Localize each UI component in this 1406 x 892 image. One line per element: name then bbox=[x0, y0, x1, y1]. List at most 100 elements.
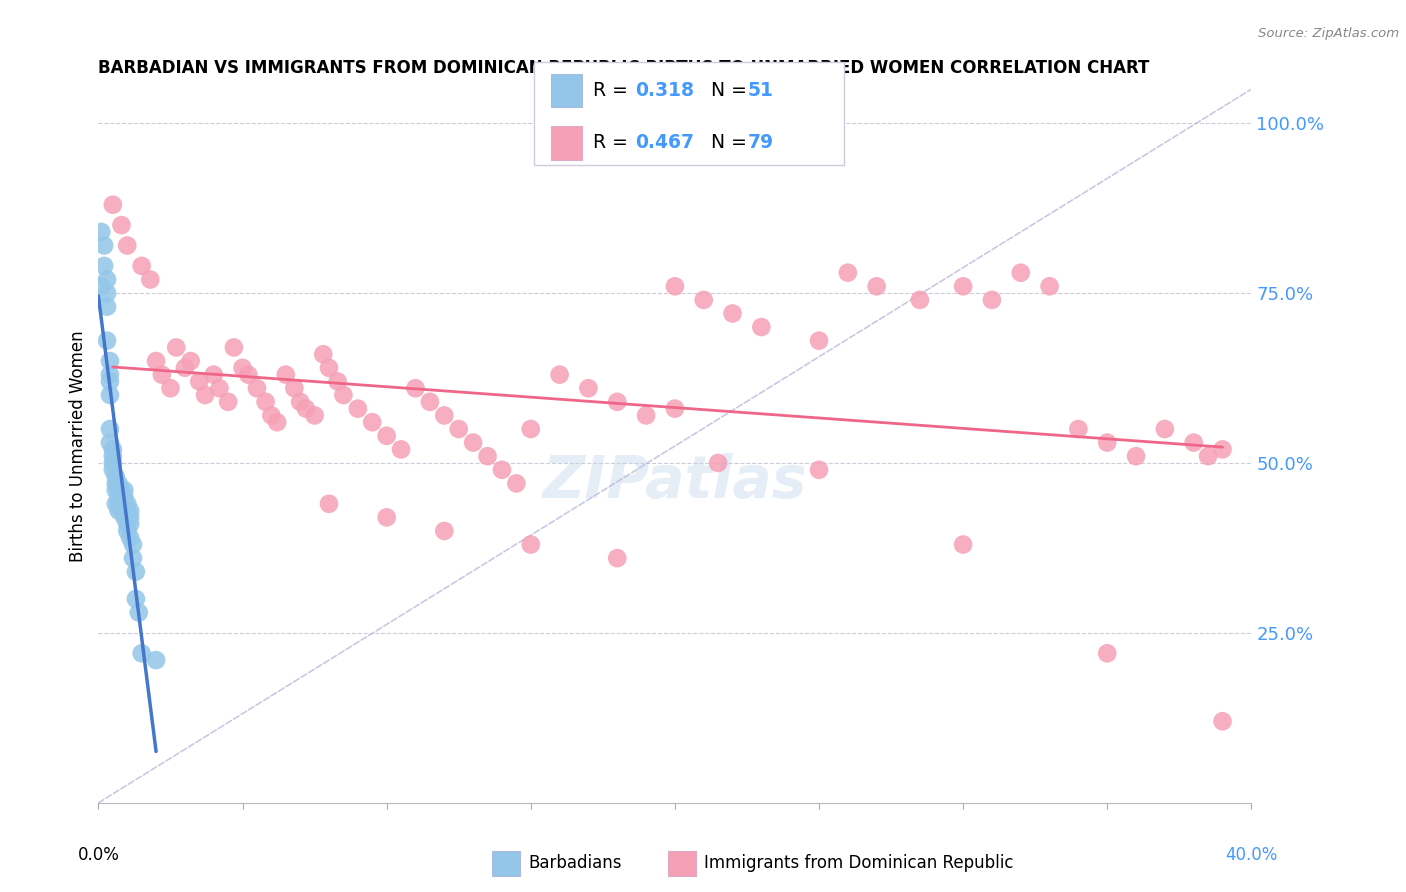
Point bbox=[107, 497, 129, 511]
Point bbox=[1154, 422, 1177, 436]
Point bbox=[1212, 714, 1234, 729]
Point bbox=[477, 449, 499, 463]
Y-axis label: Births to Unmarried Women: Births to Unmarried Women bbox=[69, 330, 87, 562]
Point bbox=[375, 429, 398, 443]
Point bbox=[93, 259, 115, 273]
Text: Barbadians: Barbadians bbox=[529, 855, 623, 872]
Point bbox=[283, 381, 305, 395]
Point bbox=[389, 442, 412, 457]
Point bbox=[112, 510, 135, 524]
Point bbox=[104, 469, 127, 483]
Point bbox=[117, 524, 139, 538]
Point bbox=[1182, 435, 1205, 450]
Point bbox=[578, 381, 600, 395]
Point bbox=[405, 381, 427, 395]
Point bbox=[174, 360, 197, 375]
Text: Source: ZipAtlas.com: Source: ZipAtlas.com bbox=[1258, 27, 1399, 40]
Point bbox=[90, 279, 112, 293]
Point bbox=[93, 238, 115, 252]
Point bbox=[120, 510, 142, 524]
Point bbox=[110, 490, 132, 504]
Point bbox=[117, 517, 139, 532]
Point bbox=[107, 476, 129, 491]
Text: R =: R = bbox=[593, 81, 634, 100]
Point bbox=[131, 646, 153, 660]
Point bbox=[145, 653, 167, 667]
Point bbox=[520, 422, 543, 436]
Point bbox=[120, 517, 142, 532]
Point bbox=[122, 551, 145, 566]
Point bbox=[117, 497, 139, 511]
Point bbox=[664, 401, 686, 416]
Point bbox=[150, 368, 173, 382]
Point bbox=[290, 394, 312, 409]
Point bbox=[96, 272, 118, 286]
Text: R =: R = bbox=[593, 134, 634, 153]
Point bbox=[217, 394, 239, 409]
Text: 0.318: 0.318 bbox=[636, 81, 695, 100]
Point bbox=[1125, 449, 1147, 463]
Point bbox=[238, 368, 260, 382]
Point bbox=[112, 483, 135, 498]
Point bbox=[120, 531, 142, 545]
Point bbox=[98, 375, 121, 389]
Point bbox=[721, 306, 744, 320]
Point bbox=[433, 409, 456, 423]
Point bbox=[104, 476, 127, 491]
Text: BARBADIAN VS IMMIGRANTS FROM DOMINICAN REPUBLIC BIRTHS TO UNMARRIED WOMEN CORREL: BARBADIAN VS IMMIGRANTS FROM DOMINICAN R… bbox=[98, 59, 1150, 77]
Point bbox=[1010, 266, 1032, 280]
Point bbox=[346, 401, 368, 416]
Point bbox=[101, 456, 124, 470]
Point bbox=[312, 347, 335, 361]
Point bbox=[1039, 279, 1062, 293]
Point bbox=[90, 225, 112, 239]
Point bbox=[246, 381, 269, 395]
Point bbox=[707, 456, 730, 470]
Point bbox=[125, 591, 148, 606]
Point bbox=[1212, 442, 1234, 457]
Point bbox=[122, 537, 145, 551]
Point bbox=[908, 293, 931, 307]
Point bbox=[606, 394, 628, 409]
Point bbox=[1097, 435, 1119, 450]
Text: ZIPatlas: ZIPatlas bbox=[543, 453, 807, 510]
Point bbox=[808, 334, 831, 348]
Point bbox=[260, 409, 283, 423]
Point bbox=[188, 375, 211, 389]
Point bbox=[295, 401, 318, 416]
Point bbox=[98, 368, 121, 382]
Point bbox=[1097, 646, 1119, 660]
Point bbox=[110, 497, 132, 511]
Point bbox=[101, 449, 124, 463]
Point bbox=[104, 497, 127, 511]
Text: 79: 79 bbox=[748, 134, 775, 153]
Point bbox=[361, 415, 384, 429]
Point bbox=[304, 409, 326, 423]
Point bbox=[125, 565, 148, 579]
Point bbox=[96, 334, 118, 348]
Text: 51: 51 bbox=[748, 81, 773, 100]
Point bbox=[548, 368, 571, 382]
Point bbox=[375, 510, 398, 524]
Text: Immigrants from Dominican Republic: Immigrants from Dominican Republic bbox=[704, 855, 1014, 872]
Point bbox=[101, 463, 124, 477]
Point bbox=[266, 415, 288, 429]
Point bbox=[110, 503, 132, 517]
Point bbox=[636, 409, 658, 423]
Point bbox=[1067, 422, 1090, 436]
Point bbox=[332, 388, 354, 402]
Point bbox=[159, 381, 181, 395]
Point bbox=[165, 341, 187, 355]
Point bbox=[107, 490, 129, 504]
Text: 40.0%: 40.0% bbox=[1225, 846, 1278, 863]
Point bbox=[491, 463, 513, 477]
Point bbox=[180, 354, 202, 368]
Point bbox=[101, 442, 124, 457]
Point bbox=[107, 503, 129, 517]
Point bbox=[117, 510, 139, 524]
Point bbox=[981, 293, 1004, 307]
Point bbox=[110, 218, 132, 232]
Point bbox=[447, 422, 470, 436]
Point bbox=[98, 435, 121, 450]
Point bbox=[326, 375, 349, 389]
